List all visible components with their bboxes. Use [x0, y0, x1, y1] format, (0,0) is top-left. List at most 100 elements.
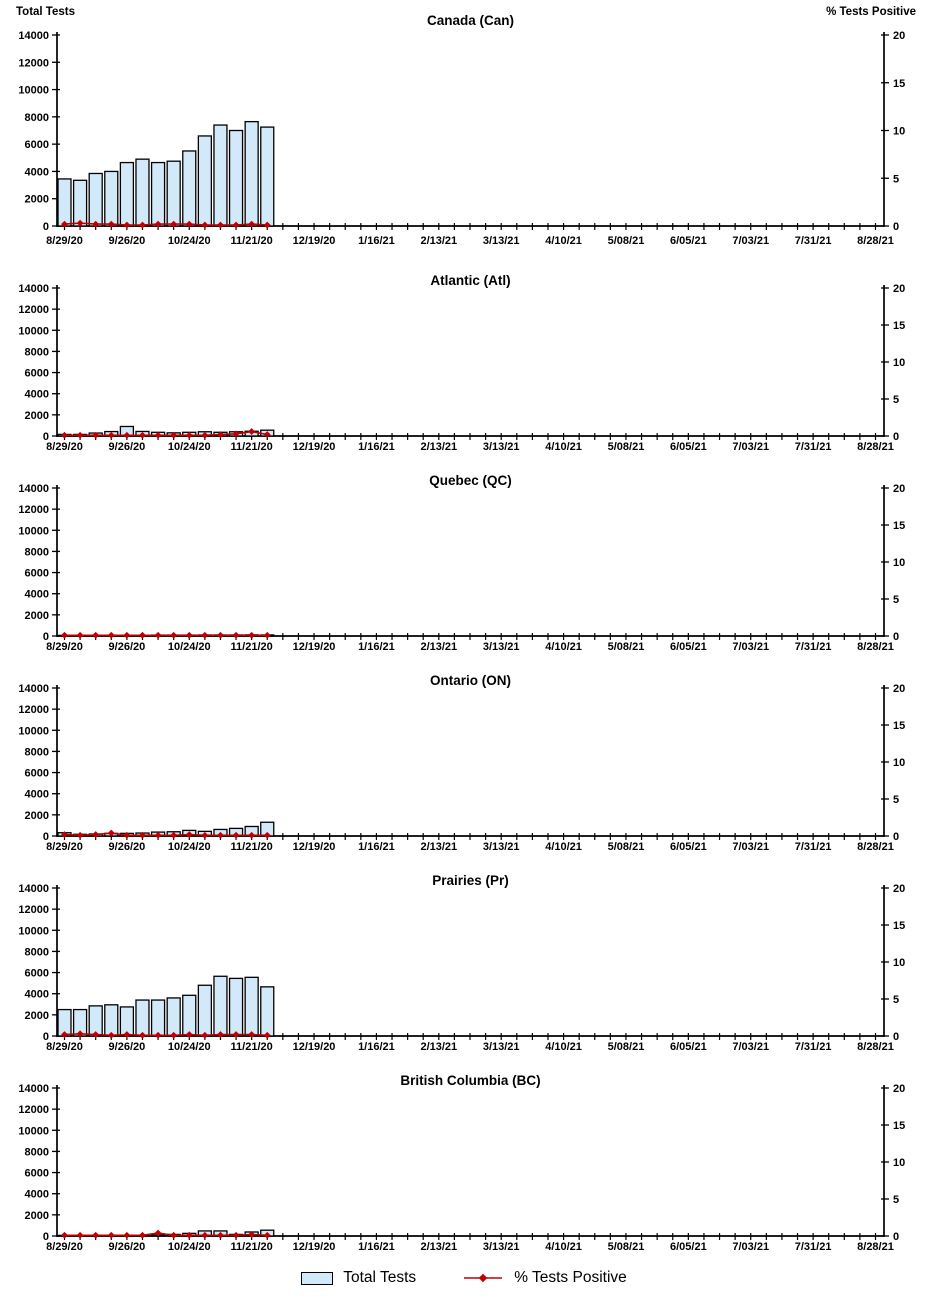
svg-text:15: 15	[893, 1120, 905, 1132]
svg-text:4/10/21: 4/10/21	[545, 1241, 582, 1252]
svg-text:6/05/21: 6/05/21	[670, 841, 707, 852]
svg-text:8000: 8000	[25, 1146, 49, 1158]
svg-text:1/16/21: 1/16/21	[358, 441, 395, 452]
svg-text:9/26/20: 9/26/20	[109, 1241, 146, 1252]
svg-text:8/29/20: 8/29/20	[46, 841, 83, 852]
svg-text:7/03/21: 7/03/21	[732, 441, 769, 452]
svg-text:5: 5	[893, 1194, 899, 1206]
svg-text:10000: 10000	[18, 925, 49, 937]
svg-text:1/16/21: 1/16/21	[358, 1241, 395, 1252]
total-tests-swatch-icon	[301, 1271, 334, 1285]
svg-text:10000: 10000	[18, 85, 49, 97]
svg-text:0: 0	[893, 831, 899, 843]
svg-text:8/28/21: 8/28/21	[857, 1041, 894, 1052]
svg-text:2/13/21: 2/13/21	[420, 841, 457, 852]
svg-text:20: 20	[893, 1083, 905, 1095]
svg-text:2000: 2000	[25, 1210, 49, 1222]
svg-text:2/13/21: 2/13/21	[420, 235, 457, 247]
svg-text:5/08/21: 5/08/21	[608, 441, 645, 452]
svg-text:5: 5	[893, 594, 899, 606]
svg-text:12000: 12000	[18, 304, 49, 316]
svg-text:3/13/21: 3/13/21	[483, 641, 520, 652]
svg-text:10000: 10000	[18, 725, 49, 737]
svg-text:6000: 6000	[25, 139, 49, 151]
svg-text:12/19/20: 12/19/20	[293, 641, 336, 652]
svg-text:5: 5	[893, 994, 899, 1006]
legend: Total Tests % Tests Positive	[0, 1258, 928, 1298]
svg-text:6000: 6000	[25, 568, 49, 580]
svg-text:7/03/21: 7/03/21	[732, 641, 769, 652]
svg-text:9/26/20: 9/26/20	[109, 235, 146, 247]
svg-text:0: 0	[43, 1231, 49, 1243]
svg-text:11/21/20: 11/21/20	[231, 235, 273, 247]
svg-text:8/29/20: 8/29/20	[46, 1241, 83, 1252]
svg-text:8000: 8000	[25, 546, 49, 558]
svg-text:3/13/21: 3/13/21	[483, 235, 520, 247]
legend-pct-positive-label: % Tests Positive	[514, 1269, 627, 1286]
svg-text:14000: 14000	[18, 883, 49, 895]
svg-text:12/19/20: 12/19/20	[293, 841, 336, 852]
svg-text:12000: 12000	[18, 1104, 49, 1116]
svg-text:1/16/21: 1/16/21	[358, 1041, 395, 1052]
svg-text:10000: 10000	[18, 325, 49, 337]
svg-text:0: 0	[893, 1231, 899, 1243]
svg-text:14000: 14000	[18, 283, 49, 295]
svg-text:9/26/20: 9/26/20	[109, 441, 146, 452]
svg-text:5/08/21: 5/08/21	[608, 841, 645, 852]
chart-title: Prairies (Pr)	[432, 873, 509, 888]
svg-text:3/13/21: 3/13/21	[483, 1041, 520, 1052]
svg-text:8/29/20: 8/29/20	[46, 441, 83, 452]
svg-text:20: 20	[893, 283, 905, 295]
svg-text:10/24/20: 10/24/20	[168, 841, 211, 852]
svg-text:2/13/21: 2/13/21	[420, 1241, 457, 1252]
chart-british-columbia: 0 2000 4000 6000 8000 10000 12000 14000 0 5 10 15 20…	[0, 1052, 928, 1252]
svg-text:10000: 10000	[18, 1125, 49, 1137]
svg-text:3/13/21: 3/13/21	[483, 441, 520, 452]
svg-text:7/03/21: 7/03/21	[732, 1241, 769, 1252]
svg-text:5/08/21: 5/08/21	[608, 641, 645, 652]
svg-text:8/29/20: 8/29/20	[46, 1041, 83, 1052]
svg-text:0: 0	[893, 1031, 899, 1043]
svg-text:2000: 2000	[25, 610, 49, 622]
chart-title: Atlantic (Atl)	[430, 273, 511, 288]
svg-text:0: 0	[43, 631, 49, 643]
svg-text:8/28/21: 8/28/21	[857, 641, 894, 652]
svg-text:12/19/20: 12/19/20	[293, 235, 336, 247]
svg-text:14000: 14000	[18, 483, 49, 495]
svg-text:11/21/20: 11/21/20	[231, 641, 273, 652]
svg-text:11/21/20: 11/21/20	[231, 841, 273, 852]
svg-text:20: 20	[893, 483, 905, 495]
svg-text:14000: 14000	[18, 1083, 49, 1095]
svg-text:9/26/20: 9/26/20	[109, 841, 146, 852]
svg-text:11/21/20: 11/21/20	[231, 1041, 273, 1052]
chart-quebec: 0 2000 4000 6000 8000 10000 12000 14000 0 5 10 15 20…	[0, 452, 928, 652]
svg-text:7/31/21: 7/31/21	[795, 235, 832, 247]
svg-text:7/03/21: 7/03/21	[732, 235, 769, 247]
svg-text:6/05/21: 6/05/21	[670, 1041, 707, 1052]
chart-canada: 0 2000 4000 6000 8000 10000 12000 14000 0 5 10 15 20…	[0, 0, 928, 252]
svg-text:6000: 6000	[25, 368, 49, 380]
svg-text:0: 0	[43, 1031, 49, 1043]
svg-text:10: 10	[893, 1157, 905, 1169]
svg-text:4/10/21: 4/10/21	[545, 641, 582, 652]
svg-text:6/05/21: 6/05/21	[670, 1241, 707, 1252]
svg-text:10/24/20: 10/24/20	[168, 1041, 211, 1052]
svg-text:1/16/21: 1/16/21	[358, 641, 395, 652]
svg-text:4000: 4000	[25, 789, 49, 801]
svg-text:10: 10	[893, 957, 905, 969]
chart-plot: 0 2000 4000 6000 8000 10000 12000 14000 0 5 10 15 20…	[18, 30, 905, 247]
svg-text:10: 10	[893, 757, 905, 769]
svg-text:2/13/21: 2/13/21	[420, 441, 457, 452]
svg-text:8000: 8000	[25, 346, 49, 358]
svg-text:3/13/21: 3/13/21	[483, 841, 520, 852]
svg-text:8000: 8000	[25, 746, 49, 758]
svg-text:12/19/20: 12/19/20	[293, 1241, 336, 1252]
svg-text:8000: 8000	[25, 946, 49, 958]
svg-text:12/19/20: 12/19/20	[293, 441, 336, 452]
chart-plot: 0 2000 4000 6000 8000 10000 12000 14000 0 5 10 15 20…	[18, 1083, 905, 1252]
right-axis-title: % Tests Positive	[826, 6, 916, 18]
svg-text:1/16/21: 1/16/21	[358, 841, 395, 852]
svg-text:5/08/21: 5/08/21	[608, 235, 645, 247]
pct-positive-marker-icon	[464, 1273, 503, 1283]
svg-text:2000: 2000	[25, 194, 49, 206]
